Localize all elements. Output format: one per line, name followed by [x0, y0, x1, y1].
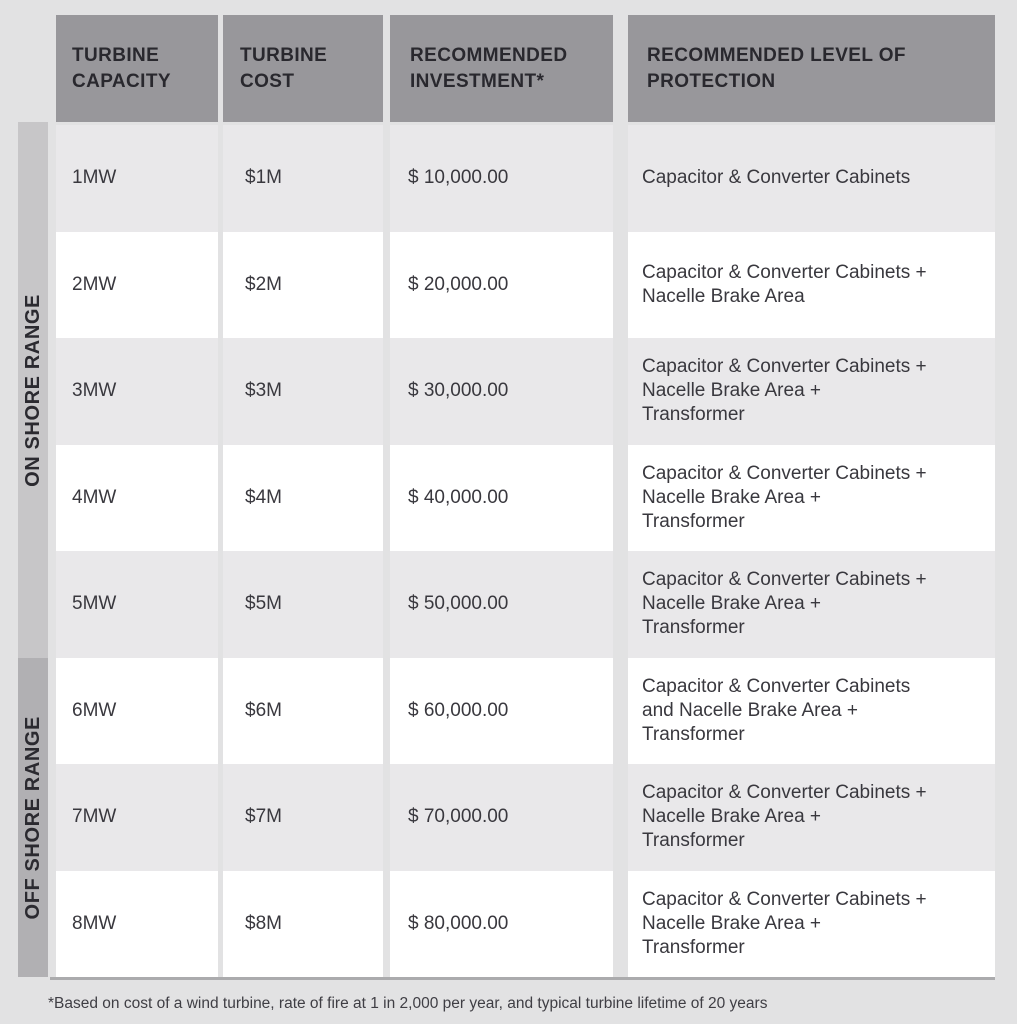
cost-cell: $8M	[223, 870, 383, 977]
cost-cell: $4M	[223, 444, 383, 551]
onshore-range-label: ON SHORE RANGE	[21, 293, 44, 487]
protection-cell: Capacitor & Converter Cabinets + Nacelle…	[628, 444, 995, 551]
protection-cell: Capacitor & Converter Cabinets	[628, 125, 995, 232]
protection-cell: Capacitor & Converter Cabinets + Nacelle…	[628, 338, 995, 445]
cost-cell: $7M	[223, 764, 383, 871]
investment-cell: $ 20,000.00	[390, 231, 613, 338]
col-header-recommended-investment: RECOMMENDED INVESTMENT*	[390, 15, 613, 122]
capacity-cell: 8MW	[56, 870, 218, 977]
capacity-cell: 2MW	[56, 231, 218, 338]
cost-cell: $5M	[223, 551, 383, 658]
investment-cell: $ 30,000.00	[390, 338, 613, 445]
capacity-cell: 7MW	[56, 764, 218, 871]
col-header-recommended-protection: RECOMMENDED LEVEL OF PROTECTION	[628, 15, 995, 122]
table-bottom-rule	[50, 977, 995, 980]
cost-cell: $2M	[223, 231, 383, 338]
investment-cell: $ 60,000.00	[390, 657, 613, 764]
capacity-cell: 4MW	[56, 444, 218, 551]
investment-cell: $ 10,000.00	[390, 125, 613, 232]
investment-cell: $ 80,000.00	[390, 870, 613, 977]
capacity-cell: 1MW	[56, 125, 218, 232]
protection-cell: Capacitor & Converter Cabinets + Nacelle…	[628, 231, 995, 338]
offshore-range-label: OFF SHORE RANGE	[21, 715, 44, 920]
protection-cell: Capacitor & Converter Cabinets + Nacelle…	[628, 551, 995, 658]
offshore-range-band: OFF SHORE RANGE	[18, 658, 48, 977]
capacity-cell: 6MW	[56, 657, 218, 764]
protection-cell: Capacitor & Converter Cabinets + Nacelle…	[628, 870, 995, 977]
protection-cell: Capacitor & Converter Cabinets + Nacelle…	[628, 764, 995, 871]
investment-cell: $ 40,000.00	[390, 444, 613, 551]
capacity-cell: 3MW	[56, 338, 218, 445]
turbine-protection-table: TURBINE CAPACITY TURBINE COST RECOMMENDE…	[56, 15, 995, 977]
cost-cell: $1M	[223, 125, 383, 232]
onshore-range-band: ON SHORE RANGE	[18, 122, 48, 658]
investment-cell: $ 70,000.00	[390, 764, 613, 871]
col-header-turbine-cost: TURBINE COST	[223, 15, 383, 122]
protection-cell: Capacitor & Converter Cabinets and Nacel…	[628, 657, 995, 764]
cost-cell: $3M	[223, 338, 383, 445]
capacity-cell: 5MW	[56, 551, 218, 658]
investment-cell: $ 50,000.00	[390, 551, 613, 658]
footnote: *Based on cost of a wind turbine, rate o…	[48, 995, 768, 1012]
cost-cell: $6M	[223, 657, 383, 764]
col-header-turbine-capacity: TURBINE CAPACITY	[56, 15, 218, 122]
